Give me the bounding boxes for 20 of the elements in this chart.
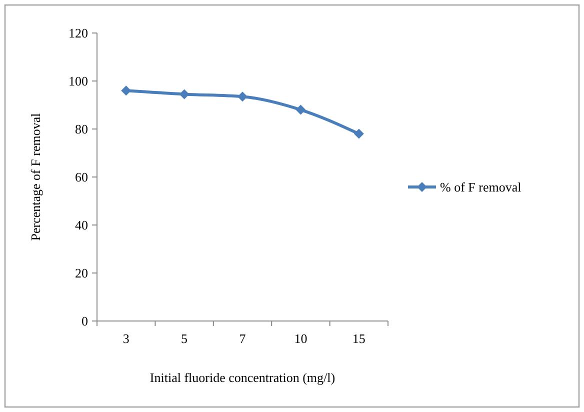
y-tick-label: 120 bbox=[68, 26, 88, 41]
point bbox=[121, 86, 132, 96]
point bbox=[296, 104, 306, 115]
legend-label: % of F removal bbox=[440, 180, 522, 195]
y-tick-label: 20 bbox=[75, 266, 88, 281]
x-tick-label: 5 bbox=[181, 331, 188, 346]
y-tick-label: 60 bbox=[75, 170, 88, 185]
y-tick-label: 100 bbox=[68, 74, 88, 89]
x-tick-label: 3 bbox=[122, 331, 130, 346]
y-tick-label: 80 bbox=[75, 122, 88, 137]
point bbox=[238, 92, 248, 102]
point bbox=[179, 89, 190, 100]
y-tick-label: 40 bbox=[75, 218, 88, 233]
x-tick-label: 15 bbox=[352, 331, 366, 346]
y-axis-title: Percentage of F removal bbox=[28, 112, 43, 241]
y-tick-label: 0 bbox=[82, 314, 88, 329]
x-tick-label: 10 bbox=[294, 331, 308, 346]
x-tick-label: 7 bbox=[239, 331, 246, 346]
x-axis-title: Initial fluoride concentration (mg/l) bbox=[150, 370, 336, 385]
point bbox=[354, 128, 364, 139]
